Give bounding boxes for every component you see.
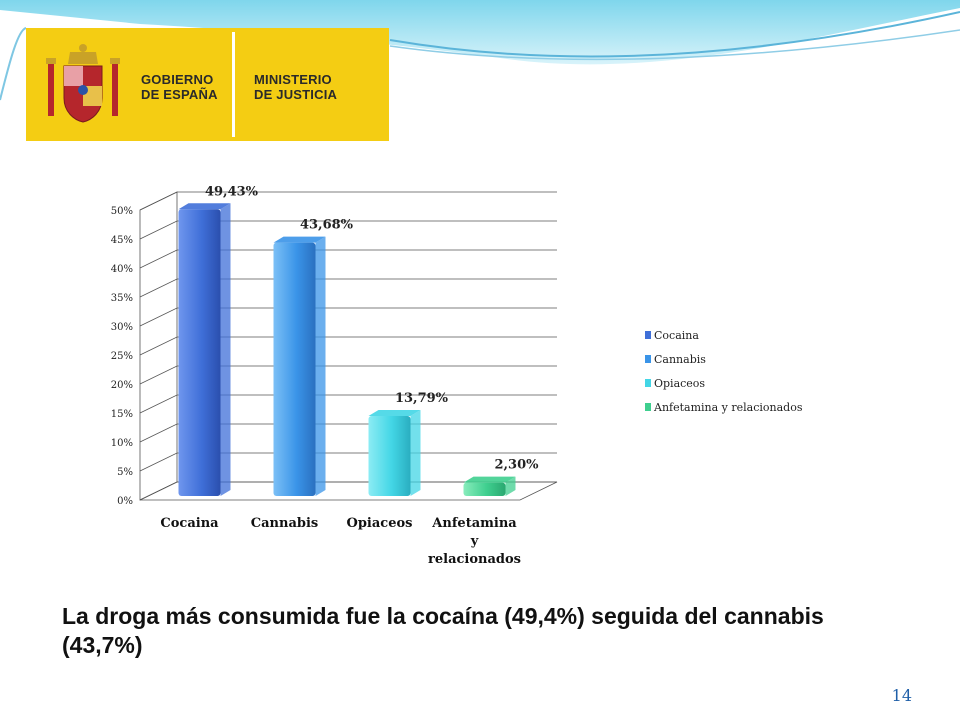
y-tick-label: 35% <box>111 293 133 304</box>
bar-top <box>368 410 421 417</box>
y-tick-label: 20% <box>111 380 133 391</box>
data-label: 13,79% <box>395 391 449 406</box>
coat-of-arms-icon <box>46 44 120 123</box>
bar-front <box>463 482 506 496</box>
legend-label: Cocaina <box>654 329 699 342</box>
y-tick-label: 0% <box>117 496 133 507</box>
gridline <box>139 336 557 356</box>
y-tick-label: 40% <box>111 264 133 275</box>
legend-label: Opiaceos <box>654 377 705 390</box>
category-label: Cocaina <box>160 516 219 531</box>
category-label: Anfetamina <box>431 516 517 531</box>
bar-top <box>463 476 516 483</box>
data-label: 43,68% <box>300 218 354 233</box>
legend-swatch <box>645 403 651 411</box>
data-label: 2,30% <box>494 458 539 473</box>
y-tick-label: 30% <box>111 322 133 333</box>
category-label: Opiaceos <box>347 516 413 531</box>
legend-swatch <box>645 355 651 363</box>
category-label: relacionados <box>428 552 521 567</box>
page-number: 14 <box>891 686 912 705</box>
y-tick-label: 45% <box>111 235 133 246</box>
bar-side <box>315 236 326 496</box>
bar <box>178 203 231 496</box>
legend-swatch <box>645 331 651 339</box>
header-swoosh <box>0 0 960 101</box>
y-tick-label: 5% <box>117 467 133 478</box>
slide-caption: La droga más consumida fue la cocaína (4… <box>62 603 824 658</box>
bar-side <box>505 476 516 496</box>
bar <box>273 236 326 496</box>
bar-front <box>178 209 221 496</box>
logo-text-ministerio: MINISTERIO <box>254 72 332 87</box>
bar-top <box>273 236 326 243</box>
government-logo: GOBIERNO DE ESPAÑA MINISTERIO DE JUSTICI… <box>26 28 389 141</box>
category-label: Cannabis <box>251 516 318 531</box>
gridline <box>139 278 557 298</box>
y-tick-label: 10% <box>111 438 133 449</box>
y-tick-label: 15% <box>111 409 133 420</box>
bar-top <box>178 203 231 210</box>
gridline <box>139 452 557 472</box>
category-label: y <box>470 534 479 549</box>
bar <box>463 476 516 496</box>
bar-front <box>273 242 316 496</box>
y-tick-label: 50% <box>111 206 133 217</box>
gridline <box>139 481 557 501</box>
gridline <box>139 423 557 443</box>
data-label: 49,43% <box>205 184 259 199</box>
gridline <box>139 307 557 327</box>
gridline <box>139 394 557 414</box>
gridline <box>139 191 557 211</box>
gridline <box>139 220 557 240</box>
bar <box>368 410 421 496</box>
logo-text-espana: DE ESPAÑA <box>141 87 218 102</box>
drug-consumption-bar-chart: 0% 5% 10% 15% 20% 25% 30% 35% 40% 45% 50% 49,43% Coc… <box>111 184 803 567</box>
y-tick-label: 25% <box>111 351 133 362</box>
gridline <box>139 249 557 269</box>
logo-divider <box>232 32 235 137</box>
bar-side <box>220 203 231 496</box>
bar-front <box>368 416 411 496</box>
bar-side <box>410 410 421 496</box>
logo-text-gobierno: GOBIERNO <box>141 72 214 87</box>
legend-swatch <box>645 379 651 387</box>
legend-label: Anfetamina y relacionados <box>653 401 803 414</box>
gridline <box>139 365 557 385</box>
legend-label: Cannabis <box>654 353 706 366</box>
logo-text-justicia: DE JUSTICIA <box>254 87 338 102</box>
